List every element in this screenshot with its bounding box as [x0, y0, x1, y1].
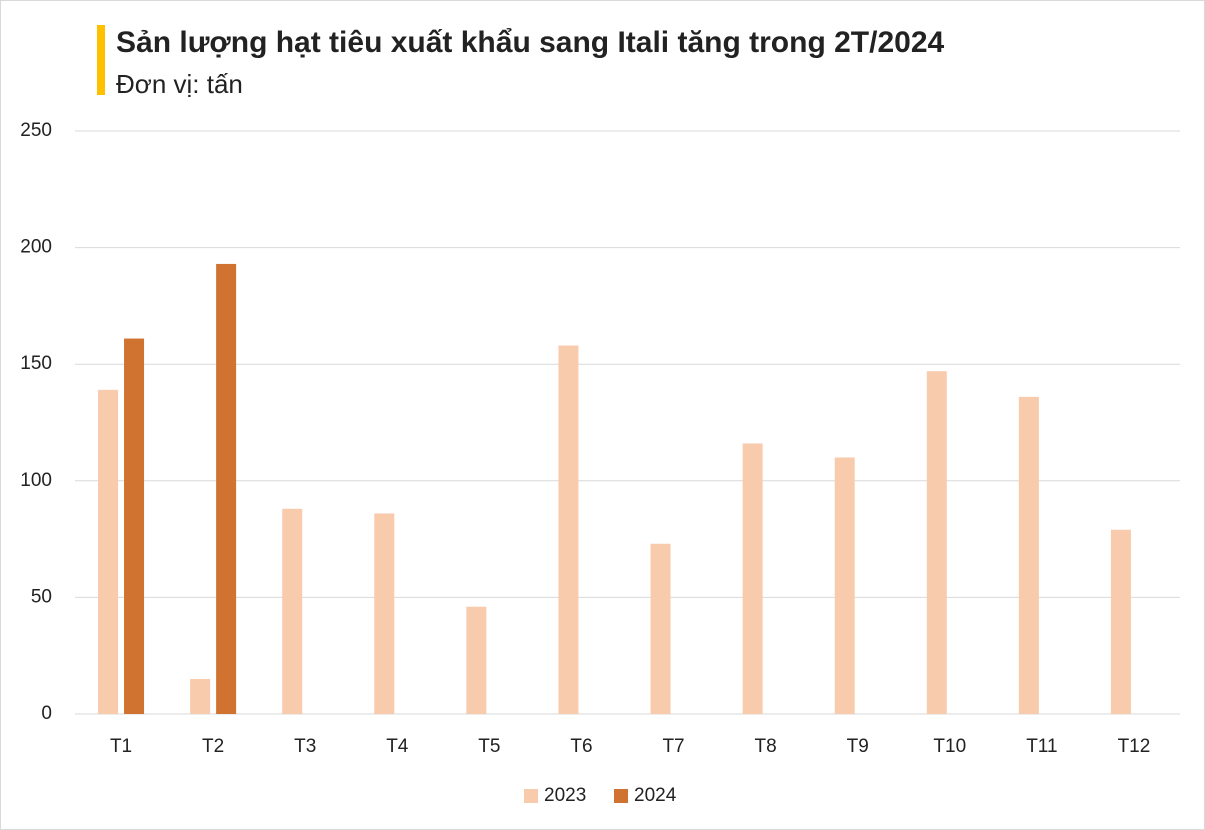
y-tick-label: 50 [31, 586, 52, 607]
x-tick-label: T2 [202, 736, 224, 757]
x-tick-label: T8 [755, 736, 777, 757]
legend-label: 2023 [544, 785, 586, 806]
x-tick-label: T9 [847, 736, 869, 757]
legend-label: 2024 [634, 785, 677, 806]
bar [190, 679, 211, 714]
x-tick-label: T4 [386, 736, 409, 757]
x-tick-label: T7 [662, 736, 684, 757]
y-tick-label: 200 [20, 237, 52, 258]
bar [124, 338, 145, 714]
y-tick-label: 250 [20, 120, 52, 141]
x-tick-label: T5 [478, 736, 500, 757]
legend-swatch [524, 789, 538, 803]
x-tick-label: T11 [1026, 736, 1057, 757]
x-tick-label: T3 [294, 736, 316, 757]
bar [926, 371, 947, 714]
bar [558, 345, 579, 714]
y-tick-label: 150 [20, 353, 52, 374]
legend-swatch [614, 789, 628, 803]
title-accent [97, 25, 105, 95]
bar [282, 508, 303, 714]
bar [98, 389, 119, 714]
bar [1018, 396, 1039, 714]
bar [374, 513, 395, 714]
bar [216, 263, 237, 714]
chart-title: Sản lượng hạt tiêu xuất khẩu sang Itali … [116, 26, 945, 59]
bar [742, 443, 763, 714]
y-tick-label: 0 [41, 703, 52, 724]
y-tick-label: 100 [20, 470, 52, 491]
x-tick-label: T10 [933, 736, 966, 757]
x-tick-label: T6 [570, 736, 592, 757]
x-tick-label: T1 [110, 736, 132, 757]
chart-subtitle: Đơn vị: tấn [116, 69, 243, 99]
bar [1110, 529, 1131, 714]
bar [650, 543, 671, 714]
x-tick-label: T12 [1118, 736, 1151, 757]
bar [466, 606, 487, 714]
bar [834, 457, 855, 714]
